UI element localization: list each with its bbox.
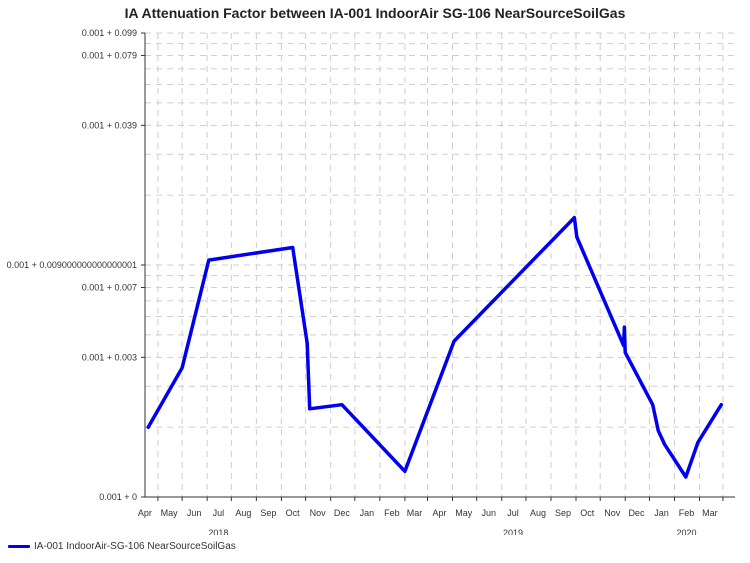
year-label: 2018 <box>208 528 228 535</box>
series <box>146 215 724 479</box>
x-tick-label: Sep <box>260 508 276 518</box>
y-tick-label: 0.001 + 0.009000000000000001 <box>7 260 137 270</box>
x-tick-label: May <box>161 508 179 518</box>
y-tick-label: 0.001 + 0.099 <box>82 28 137 38</box>
y-tick-label: 0.001 + 0.007 <box>82 282 137 292</box>
x-tick-label: Feb <box>384 508 400 518</box>
y-tick-label: 0.001 + 0.003 <box>82 352 137 362</box>
x-tick-label: Dec <box>334 508 351 518</box>
legend-entry: IA-001 IndoorAir-SG-106 NearSourceSoilGa… <box>34 541 236 552</box>
y-tick-label: 0.001 + 0 <box>99 492 137 502</box>
chart-title: IA Attenuation Factor between IA-001 Ind… <box>124 5 626 21</box>
series-line <box>146 215 724 479</box>
x-tick-label: Jan <box>654 508 669 518</box>
year-label: 2019 <box>503 528 523 535</box>
x-tick-label: Jul <box>507 508 519 518</box>
y-tick-labels: 0.001 + 0 0.001 + 0.003 0.001 + 0.007 0.001… <box>7 28 137 502</box>
y-tick-label: 0.001 + 0.039 <box>82 120 137 130</box>
x-tick-label: Apr <box>138 508 152 518</box>
x-tick-label: Jul <box>213 508 225 518</box>
x-tick-label: Oct <box>580 508 595 518</box>
legend-swatch-icon <box>8 545 30 548</box>
x-tick-label: Nov <box>310 508 327 518</box>
x-tick-label: Jan <box>360 508 375 518</box>
year-labels: 2018 2019 2020 <box>208 528 696 535</box>
x-tick-label: Sep <box>555 508 571 518</box>
x-tick-label: Jun <box>481 508 496 518</box>
x-tick-label: Nov <box>604 508 621 518</box>
x-tick-label: Feb <box>679 508 695 518</box>
x-tick-label: Oct <box>286 508 301 518</box>
y-tick-label: 0.001 + 0.079 <box>82 50 137 60</box>
x-tick-label: Apr <box>433 508 447 518</box>
x-tick-label: Dec <box>628 508 645 518</box>
x-tick-labels: Apr May Jun Jul Aug Sep Oct Nov Dec Jan Feb Mar Apr M… <box>138 508 718 518</box>
x-tick-label: Aug <box>530 508 546 518</box>
x-tick-label: Mar <box>407 508 423 518</box>
chart-plot: 0.001 + 0 0.001 + 0.003 0.001 + 0.007 0.001… <box>7 28 735 535</box>
year-label: 2020 <box>676 528 696 535</box>
x-tick-label: Aug <box>235 508 251 518</box>
grid-lines <box>145 32 735 497</box>
x-tick-label: Mar <box>702 508 718 518</box>
x-tick-label: Jun <box>187 508 202 518</box>
x-tick-label: May <box>455 508 473 518</box>
axes <box>141 32 735 501</box>
legend: IA-001 IndoorAir-SG-106 NearSourceSoilGa… <box>8 541 236 552</box>
